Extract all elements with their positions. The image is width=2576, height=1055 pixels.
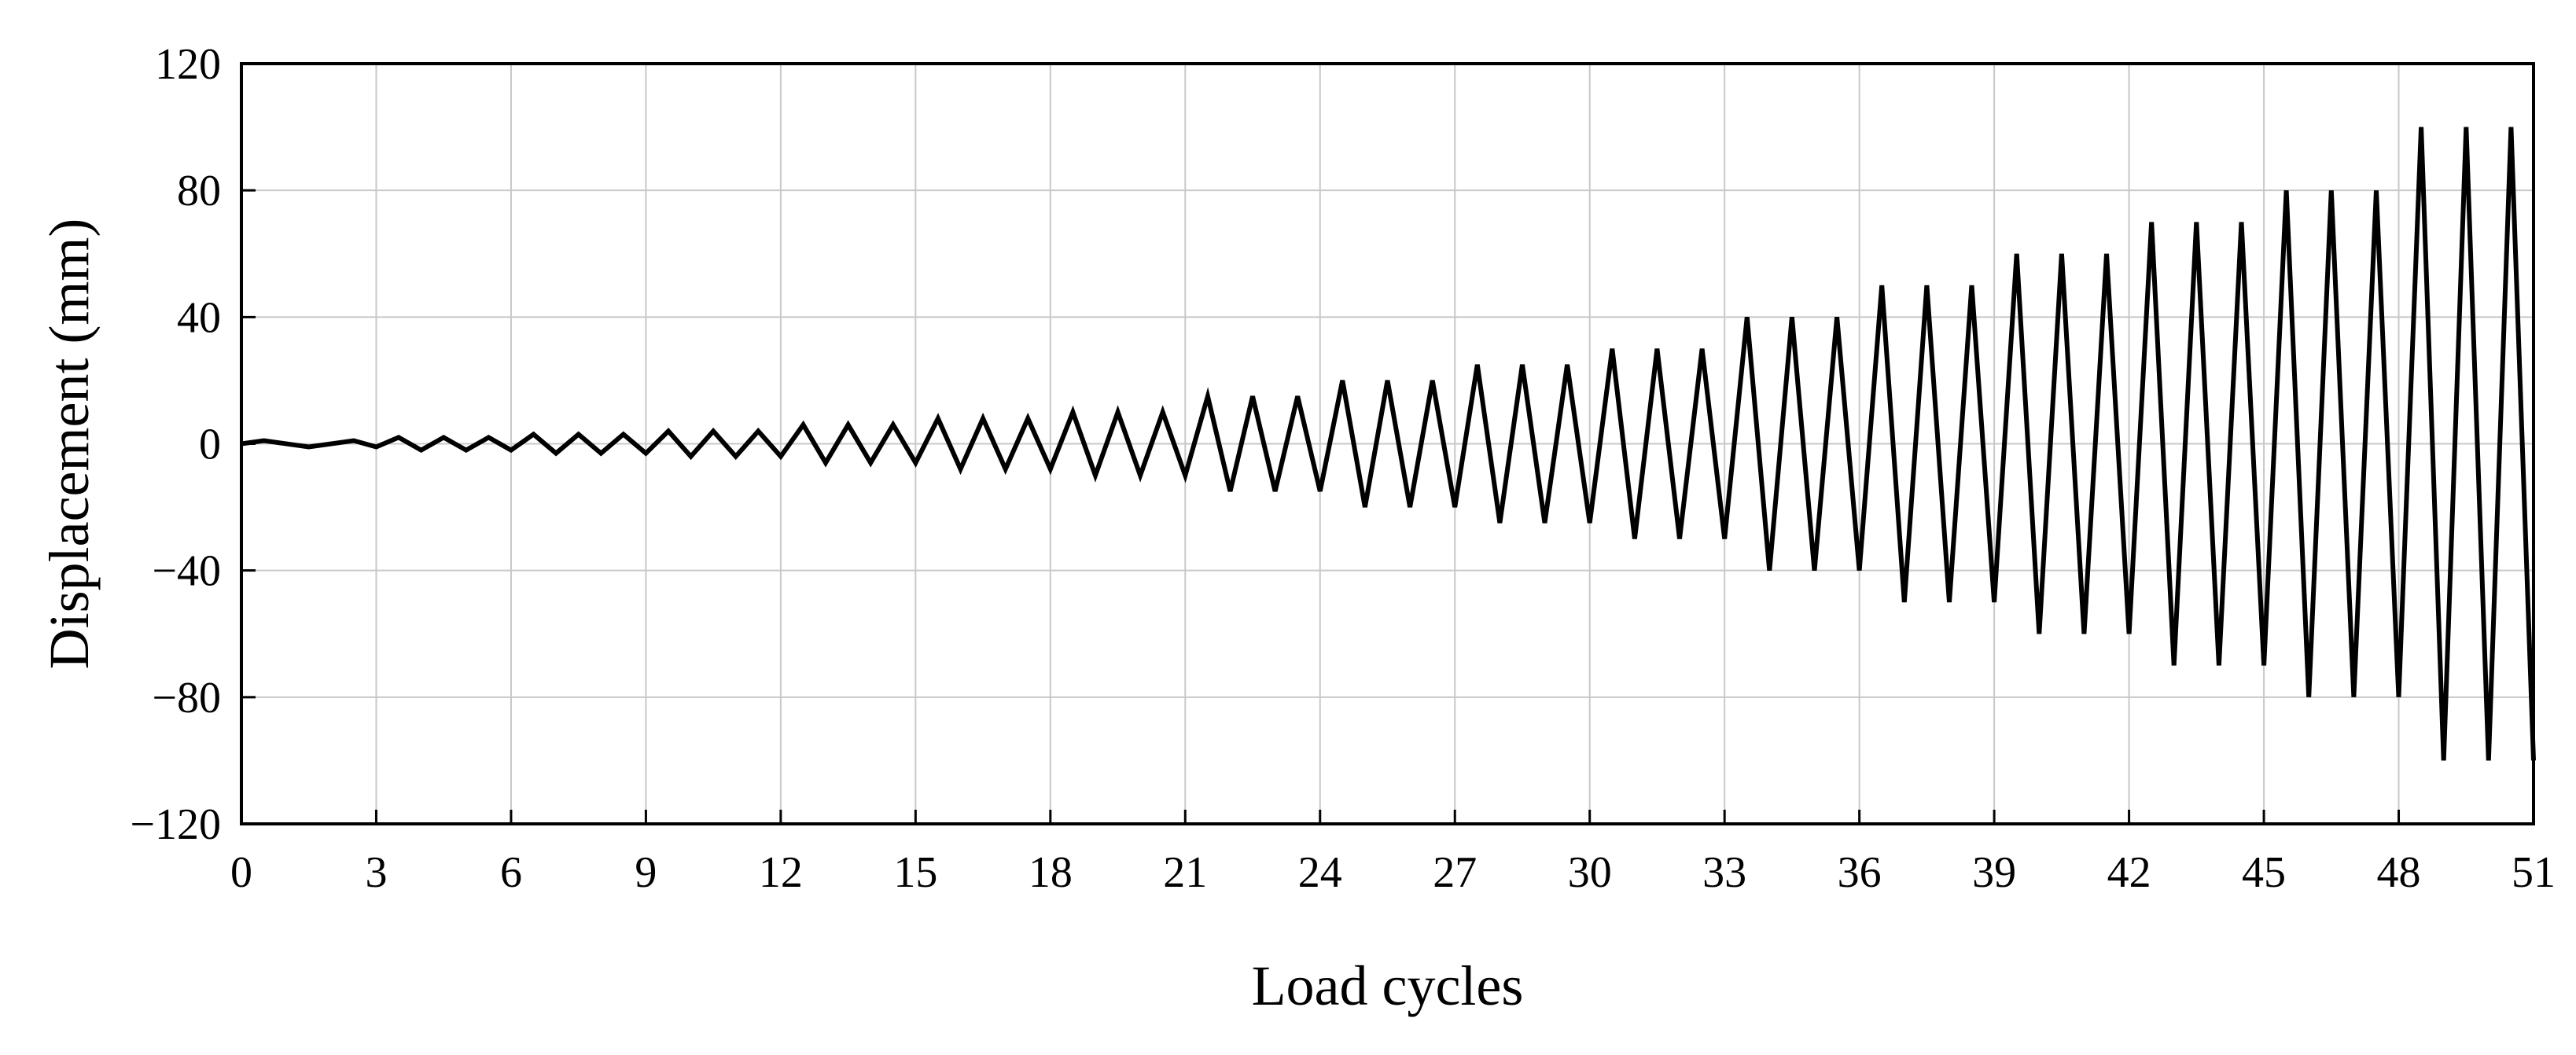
- y-tick-labels: −120 −80 −40 0 40 80 120: [130, 40, 221, 849]
- x-tick-label: 0: [230, 848, 252, 897]
- y-tick-label: 40: [177, 293, 221, 342]
- x-tick-label: 39: [1972, 848, 2016, 897]
- x-tick-label: 6: [500, 848, 522, 897]
- series-group: [241, 127, 2536, 761]
- x-axis-label: Load cycles: [1252, 954, 1524, 1017]
- x-tick-label: 12: [759, 848, 803, 897]
- y-tick-label: 120: [155, 40, 221, 89]
- x-tick-label: 18: [1029, 848, 1073, 897]
- grid-lines: [241, 64, 2534, 824]
- x-tick-label: 3: [365, 848, 387, 897]
- y-tick-label: −120: [130, 800, 221, 849]
- x-tick-label: 21: [1163, 848, 1207, 897]
- y-tick-label: −40: [152, 547, 221, 596]
- x-tick-label: 9: [635, 848, 657, 897]
- y-tick-label: 0: [199, 421, 221, 469]
- x-tick-label: 24: [1298, 848, 1342, 897]
- x-tick-label: 48: [2377, 848, 2421, 897]
- x-tick-label: 36: [1838, 848, 1882, 897]
- x-tick-label: 45: [2242, 848, 2286, 897]
- x-tick-label: 30: [1568, 848, 1612, 897]
- tick-marks: [240, 62, 2535, 825]
- x-tick-label: 51: [2512, 848, 2556, 897]
- y-tick-label: 80: [177, 167, 221, 215]
- x-tick-label: 33: [1702, 848, 1746, 897]
- y-axis-label: Displacement (mm): [38, 219, 101, 670]
- displacement-series-line: [241, 127, 2536, 761]
- y-tick-label: −80: [152, 674, 221, 722]
- x-tick-label: 27: [1433, 848, 1477, 897]
- x-tick-labels: 0 3 6 9 12 15 18 21 24 27 30 33 36 39 42 45 48 51: [230, 848, 2556, 897]
- x-tick-label: 15: [893, 848, 937, 897]
- x-tick-label: 42: [2107, 848, 2151, 897]
